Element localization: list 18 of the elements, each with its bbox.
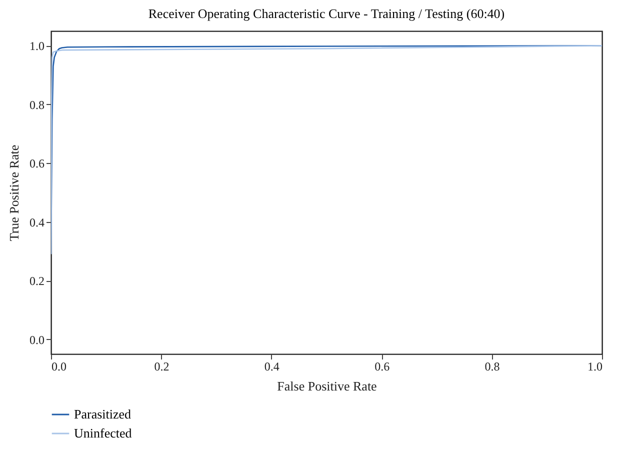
- y-tick-label: 0.4: [30, 215, 44, 230]
- y-tick-label: 0.2: [30, 274, 44, 288]
- y-tick-label: 0.6: [30, 156, 44, 171]
- chart-title: Receiver Operating Characteristic Curve - Training / Testing (60:40): [148, 6, 505, 21]
- legend-label: Uninfected: [74, 426, 132, 440]
- x-axis-title: False Positive Rate: [277, 378, 378, 394]
- y-axis-title: True Positive Rate: [6, 144, 22, 242]
- x-tick-label: 0.6: [374, 360, 390, 374]
- y-tick-label: 0.8: [30, 98, 44, 112]
- y-tick-label: 0.0: [30, 332, 44, 347]
- y-tick-label: 1.0: [30, 39, 44, 54]
- x-tick-label: 0.2: [154, 360, 170, 374]
- legend-label: Parasitized: [74, 406, 132, 422]
- x-tick-label: 1.0: [588, 360, 602, 374]
- x-tick-label: 0.0: [52, 360, 66, 374]
- x-tick-label: 0.8: [484, 360, 500, 374]
- x-tick-label: 0.4: [264, 360, 280, 374]
- line-series: [51, 45, 602, 255]
